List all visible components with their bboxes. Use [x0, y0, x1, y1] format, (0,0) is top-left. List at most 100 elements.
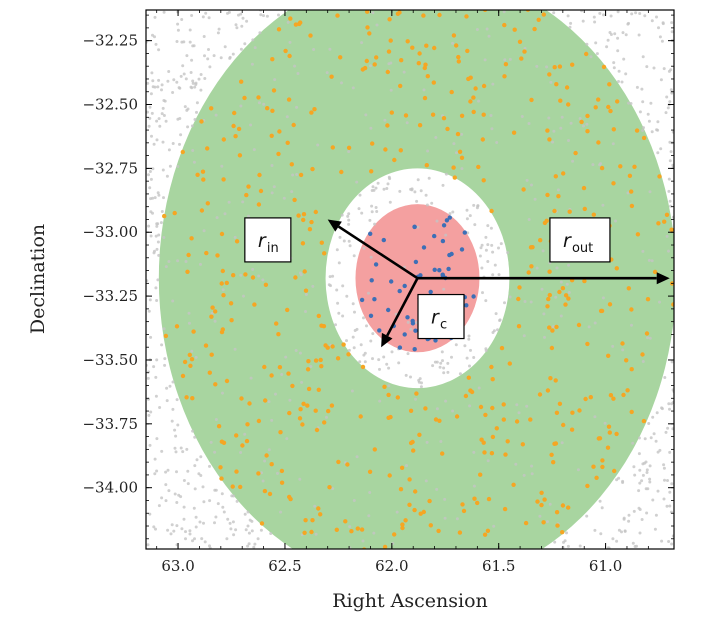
- data-point: [552, 11, 556, 15]
- data-point: [335, 356, 341, 361]
- data-point: [326, 408, 331, 414]
- data-point: [611, 127, 616, 132]
- data-point: [473, 570, 477, 574]
- data-point: [177, 493, 181, 497]
- data-point: [529, 264, 534, 269]
- data-point: [178, 142, 181, 146]
- data-point: [426, 149, 430, 153]
- data-point: [595, 52, 599, 56]
- data-point: [219, 231, 225, 237]
- data-point: [486, 243, 490, 247]
- data-point: [585, 113, 590, 119]
- data-point: [215, 253, 220, 258]
- data-point: [297, 21, 302, 27]
- data-point: [648, 190, 652, 194]
- data-point: [624, 72, 628, 76]
- data-point: [547, 269, 552, 274]
- data-point: [632, 509, 636, 513]
- data-point: [644, 460, 648, 464]
- data-point: [335, 248, 339, 252]
- data-point: [375, 23, 379, 27]
- data-point: [485, 27, 489, 31]
- data-point: [151, 167, 155, 171]
- data-point: [594, 475, 599, 480]
- data-point: [464, 14, 469, 19]
- annotation-c-label: r: [431, 307, 440, 329]
- data-point: [235, 499, 239, 503]
- data-point: [392, 532, 397, 537]
- data-point: [195, 172, 200, 177]
- data-point: [313, 209, 318, 215]
- data-point: [452, 142, 456, 146]
- data-point: [190, 349, 194, 353]
- data-point: [226, 517, 230, 521]
- points-layer: [146, 10, 674, 574]
- data-point: [167, 489, 171, 493]
- data-point: [422, 65, 427, 71]
- data-point: [372, 447, 377, 452]
- data-point: [155, 358, 159, 362]
- data-point: [197, 472, 201, 476]
- data-point: [155, 222, 159, 226]
- data-point: [367, 514, 371, 518]
- data-point: [261, 479, 265, 483]
- data-point: [345, 462, 350, 467]
- data-point: [184, 395, 189, 400]
- data-point: [489, 114, 493, 117]
- data-point: [154, 286, 158, 290]
- data-point: [285, 307, 290, 313]
- data-point: [212, 54, 216, 58]
- data-point: [612, 66, 616, 70]
- data-point: [270, 57, 275, 62]
- data-point: [286, 97, 292, 102]
- data-point: [328, 47, 332, 51]
- data-point: [205, 201, 210, 206]
- data-point: [645, 471, 649, 474]
- data-point: [567, 263, 571, 267]
- data-point: [297, 416, 303, 421]
- data-point: [563, 539, 567, 543]
- data-point: [240, 443, 245, 448]
- data-point: [633, 473, 637, 477]
- data-point: [565, 282, 569, 286]
- data-point: [207, 370, 212, 375]
- data-point: [228, 521, 232, 525]
- data-point: [213, 450, 217, 454]
- data-point: [348, 525, 352, 529]
- data-point: [373, 262, 379, 267]
- data-point: [550, 328, 555, 333]
- data-point: [148, 443, 152, 447]
- data-point: [640, 87, 644, 91]
- data-point: [516, 296, 521, 302]
- data-point: [640, 518, 644, 521]
- data-point: [637, 489, 641, 493]
- data-point: [234, 469, 239, 474]
- data-point: [377, 358, 381, 362]
- data-point: [432, 267, 437, 272]
- data-point: [347, 212, 351, 216]
- data-point: [671, 302, 674, 307]
- data-point: [422, 95, 428, 101]
- data-point: [430, 112, 436, 117]
- data-point: [423, 406, 428, 411]
- data-point: [591, 212, 596, 217]
- data-point: [247, 542, 251, 546]
- data-point: [175, 470, 178, 474]
- data-point: [601, 203, 605, 207]
- data-point: [569, 427, 575, 432]
- data-point: [508, 295, 512, 299]
- data-point: [319, 323, 324, 328]
- data-point: [247, 401, 252, 406]
- data-point: [630, 323, 633, 327]
- data-point: [501, 417, 506, 422]
- data-point: [296, 72, 300, 75]
- data-point: [626, 22, 630, 26]
- data-point: [176, 117, 180, 121]
- data-point: [467, 334, 471, 338]
- data-point: [347, 348, 351, 352]
- data-point: [173, 428, 177, 432]
- data-point: [369, 126, 373, 130]
- data-point: [418, 273, 423, 278]
- data-point: [406, 320, 410, 324]
- data-point: [424, 163, 429, 168]
